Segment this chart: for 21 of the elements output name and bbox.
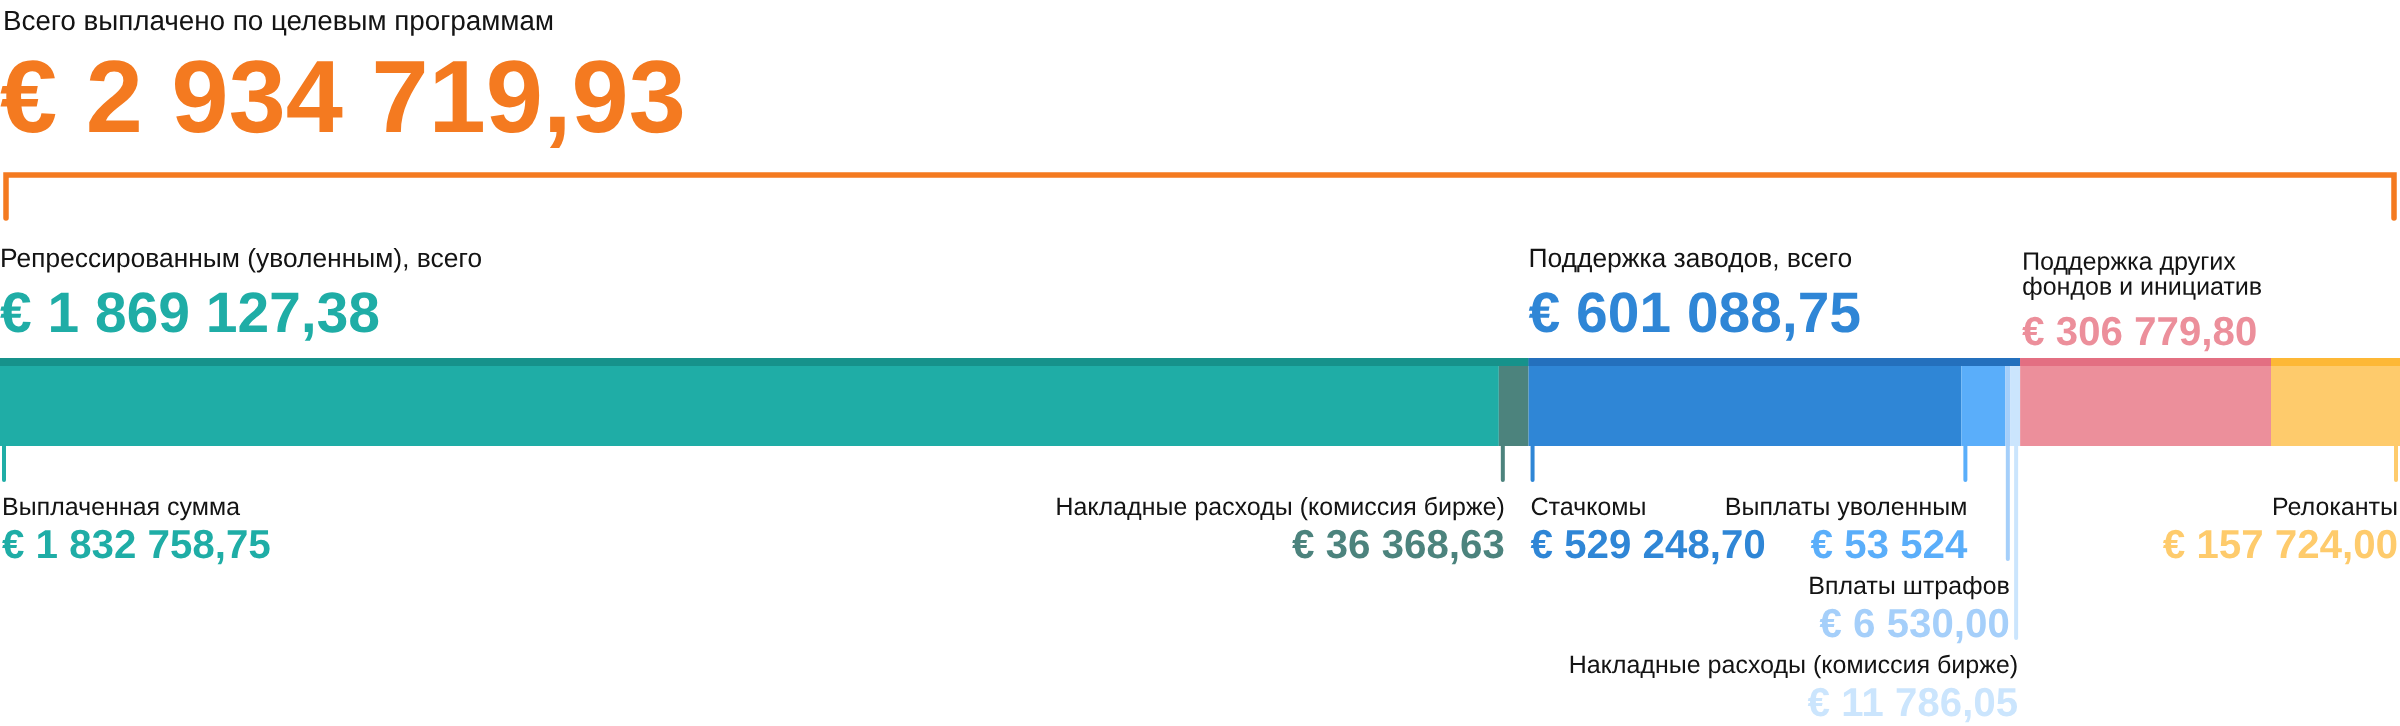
data-label: € 36 368,63 — [1292, 529, 1504, 565]
band-label: € 601 088,75 — [1528, 292, 1860, 341]
band-label: € 1 869 127,38 — [0, 292, 379, 341]
data-label: € 53 524 — [1810, 529, 1968, 559]
text: Выплаченная сумма — [4, 497, 241, 521]
total-label: € 2 934 719,93 — [0, 60, 683, 148]
data-label: € 157 724,00 — [2163, 529, 2397, 565]
text: Релоканты — [2274, 497, 2397, 516]
text: Поддержка других фондов и инициатив — [2023, 252, 2262, 300]
text: Поддержка заводов, всего — [1530, 248, 1852, 273]
data-label: € 1 832 758,75 — [2, 529, 270, 565]
text: Репрессированным (уволенным), всего — [2, 247, 481, 273]
data-label: € 6 530,00 — [1819, 608, 2009, 644]
data-label: € 529 248,70 — [1530, 529, 1765, 565]
text: Выплаты уволенным — [1726, 497, 1966, 521]
text: Накладные расходы (комиссия бирже) — [1057, 496, 1504, 521]
text: Вплаты штрафов — [1810, 575, 2009, 600]
text: Стачкомы — [1531, 497, 1645, 516]
data-label: € 306 779,80 — [2022, 316, 2256, 352]
text: Накладные расходы (комиссия бирже) — [1570, 654, 2017, 679]
chart-title: Всего выплачено по целевым программам — [5, 10, 553, 36]
